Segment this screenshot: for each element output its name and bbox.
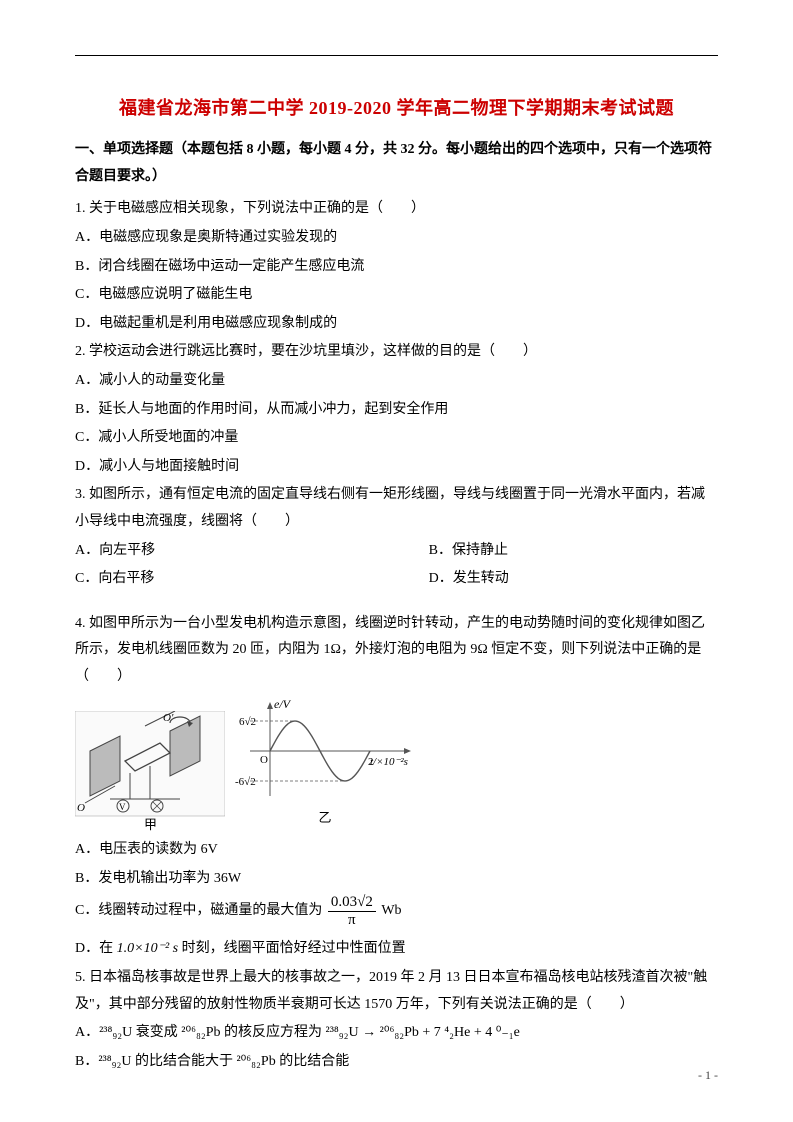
q4-option-a: A．电压表的读数为 6V	[75, 837, 718, 864]
q3-option-d: D．发生转动	[429, 566, 718, 593]
svg-text:e/V: e/V	[274, 697, 292, 711]
generator-svg: O' O V 甲	[75, 711, 225, 831]
q3-option-a: A．向左平移	[75, 538, 429, 565]
svg-text:O: O	[260, 754, 268, 766]
svg-text:甲: 甲	[144, 817, 157, 831]
q3-option-c: C．向右平移	[75, 566, 429, 593]
q4-figures: O'OV甲 e/V6√2-6√22t/×10⁻²sO 乙	[75, 696, 718, 831]
q3-stem: 3. 如图所示，通有恒定电流的固定直导线右侧有一矩形线圈，导线与线圈置于同一光滑…	[75, 482, 718, 535]
spacer	[75, 595, 718, 611]
q1-option-c: C．电磁感应说明了磁能生电	[75, 282, 718, 309]
sine-chart-svg: e/V6√2-6√22t/×10⁻²sO	[235, 696, 415, 806]
sine-chart: e/V6√2-6√22t/×10⁻²sO 乙	[235, 696, 415, 831]
q3-options-row1: A．向左平移 B．保持静止	[75, 538, 718, 567]
top-rule	[75, 55, 718, 56]
svg-text:V: V	[119, 802, 126, 812]
q4c-numerator: 0.03√2	[328, 894, 376, 912]
q3-option-b: B．保持静止	[429, 538, 718, 565]
q5-option-a: A．²³⁸₉₂U 衰变成 ²⁰⁶₈₂Pb 的核反应方程为 ²³⁸₉₂U → ²⁰…	[75, 1020, 718, 1047]
svg-text:6√2: 6√2	[239, 716, 256, 728]
q2-option-a: A．减小人的动量变化量	[75, 368, 718, 395]
svg-text:-6√2: -6√2	[235, 776, 256, 788]
q1-option-b: B．闭合线圈在磁场中运动一定能产生感应电流	[75, 254, 718, 281]
q1-stem: 1. 关于电磁感应相关现象，下列说法中正确的是（ ）	[75, 196, 718, 223]
svg-text:O: O	[77, 802, 85, 814]
caption-right: 乙	[235, 806, 415, 831]
q4c-fraction: 0.03√2 π	[328, 894, 376, 928]
q2-option-c: C．减小人所受地面的冲量	[75, 425, 718, 452]
section-1-heading: 一、单项选择题（本题包括 8 小题，每小题 4 分，共 32 分。每小题给出的四…	[75, 137, 718, 190]
q4-option-d: D．在 1.0×10⁻² s 时刻，线圈平面恰好经过中性面位置	[75, 936, 718, 963]
q3-options-row2: C．向右平移 D．发生转动	[75, 566, 718, 595]
q4c-suffix: Wb	[381, 904, 401, 919]
svg-text:t/×10⁻²s: t/×10⁻²s	[370, 756, 408, 768]
q2-option-d: D．减小人与地面接触时间	[75, 454, 718, 481]
q4-option-c: C．线圈转动过程中，磁通量的最大值为 0.03√2 π Wb	[75, 894, 718, 928]
q5-option-b: B．²³⁸₉₂U 的比结合能大于 ²⁰⁶₈₂Pb 的比结合能	[75, 1049, 718, 1076]
q5-stem: 5. 日本福岛核事故是世界上最大的核事故之一，2019 年 2 月 13 日日本…	[75, 965, 718, 1018]
q4d-suffix: 时刻，线圈平面恰好经过中性面位置	[182, 941, 406, 956]
q4c-prefix: C．线圈转动过程中，磁通量的最大值为	[75, 904, 322, 919]
generator-figure: O' O V 甲	[75, 711, 225, 831]
page-number: - 1 -	[698, 1064, 718, 1087]
q4d-time: 1.0×10⁻² s	[117, 941, 178, 956]
q4-stem: 4. 如图甲所示为一台小型发电机构造示意图，线圈逆时针转动，产生的电动势随时间的…	[75, 611, 718, 691]
q4-option-b: B．发电机输出功率为 36W	[75, 866, 718, 893]
q2-option-b: B．延长人与地面的作用时间，从而减小冲力，起到安全作用	[75, 397, 718, 424]
q4d-prefix: D．在	[75, 941, 113, 956]
q4c-denominator: π	[328, 912, 376, 929]
q1-option-d: D．电磁起重机是利用电磁感应现象制成的	[75, 311, 718, 338]
exam-title: 福建省龙海市第二中学 2019-2020 学年高二物理下学期期末考试试题	[75, 91, 718, 125]
q1-option-a: A．电磁感应现象是奥斯特通过实验发现的	[75, 225, 718, 252]
q2-stem: 2. 学校运动会进行跳远比赛时，要在沙坑里填沙，这样做的目的是（ ）	[75, 339, 718, 366]
svg-text:O': O'	[163, 712, 174, 724]
